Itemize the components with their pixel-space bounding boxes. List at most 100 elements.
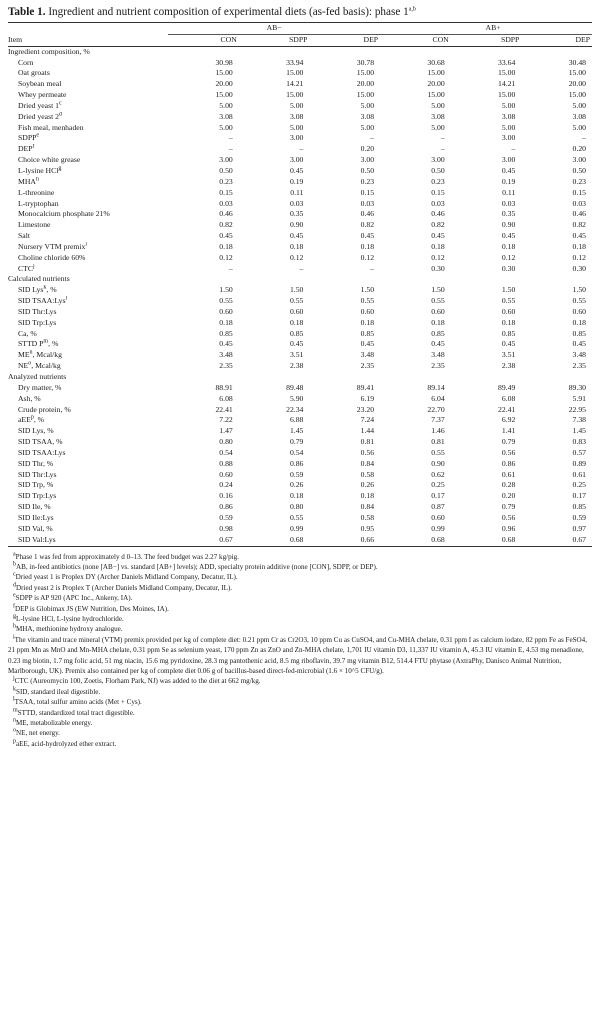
row-label: SID Lysk, %: [8, 285, 168, 296]
footnote-text: The vitamin and trace mineral (VTM) prem…: [8, 635, 587, 675]
row-label-text: Nursery VTM premix: [18, 241, 86, 251]
cell-value: 0.82: [360, 220, 375, 230]
row-label: Ca, %: [8, 329, 168, 340]
cell-value: 7.37: [431, 415, 445, 425]
cell-value: 0.81: [431, 437, 445, 447]
column-header: SDPP: [289, 34, 308, 44]
footnote-text: MHA, methionine hydroxy analogue.: [16, 625, 123, 634]
cell-value: –: [299, 144, 304, 154]
row-label: Salt: [8, 231, 168, 242]
table-row: L-threonine 0.15 0.11 0.15 0.15 0.11 0.15: [8, 188, 592, 199]
row-label-footnote-mark: i: [85, 241, 87, 248]
row-label: Oat groats: [8, 68, 168, 79]
cell-value: –: [228, 263, 233, 273]
row-label: Nursery VTM premixi: [8, 242, 168, 253]
row-label: SID Val:Lys: [8, 535, 168, 546]
cell-value: 1.46: [431, 426, 445, 436]
row-label-suffix: , %: [33, 415, 45, 425]
cell-value: 0.17: [572, 491, 586, 501]
footnote: hMHA, methionine hydroxy analogue.: [8, 624, 592, 634]
footnote-mark: j: [13, 676, 15, 683]
row-label: L-tryptophan: [8, 199, 168, 210]
cell-value: 1.44: [360, 426, 375, 436]
row-label-text: SID Val:Lys: [18, 534, 56, 544]
cell-value: 0.18: [219, 241, 233, 251]
cell-value: 0.60: [219, 469, 233, 479]
cell-value: 3.00: [572, 155, 586, 165]
cell-value: 33.64: [498, 57, 516, 67]
footnote-text: SDPP is AP 920 (APC Inc., Ankeny, IA).: [15, 594, 133, 603]
cell-value: 0.54: [289, 447, 304, 457]
footnote: iThe vitamin and trace mineral (VTM) pre…: [8, 634, 592, 677]
cell-value: 0.45: [431, 231, 445, 241]
row-label: MHAh: [8, 177, 168, 188]
row-label: SID Trp, %: [8, 480, 168, 491]
cell-value: –: [440, 144, 445, 154]
section-header-row: Analyzed nutrients: [8, 372, 592, 383]
row-label-text: L-lysine HCl: [18, 165, 59, 175]
cell-value: 15.00: [498, 90, 516, 100]
cell-value: 0.20: [572, 144, 586, 154]
table-row: SID Lys, % 1.47 1.45 1.44 1.46 1.41 1.45: [8, 426, 592, 437]
cell-value: 1.50: [431, 285, 445, 295]
cell-value: 0.97: [572, 523, 586, 533]
column-header: CON: [220, 34, 237, 44]
cell-value: 2.35: [431, 361, 445, 371]
cell-value: 0.86: [219, 502, 233, 512]
cell-value: 0.55: [501, 296, 516, 306]
table-row: Dried yeast 1c 5.00 5.00 5.00 5.00 5.00 5.00: [8, 101, 592, 112]
table-row: SID Val, % 0.98 0.99 0.95 0.99 0.96 0.97: [8, 524, 592, 535]
cell-value: 5.90: [289, 393, 304, 403]
cell-value: 1.50: [572, 285, 586, 295]
table-row: Corn 30.98 33.94 30.78 30.68 33.64 30.48: [8, 58, 592, 69]
cell-value: 3.51: [289, 350, 304, 360]
cell-value: 0.20: [360, 144, 375, 154]
cell-value: 0.59: [289, 469, 304, 479]
row-label: SID Thr, %: [8, 459, 168, 470]
cell-value: 0.79: [501, 502, 516, 512]
cell-value: 5.00: [289, 100, 304, 110]
cell-value: 0.46: [360, 209, 375, 219]
table-row: MEn, Mcal/kg 3.48 3.51 3.48 3.48 3.51 3.48: [8, 350, 592, 361]
row-label-text: NE: [18, 361, 29, 371]
cell-value: 14.21: [498, 79, 516, 89]
row-label-text: aEE: [18, 415, 31, 425]
cell-value: 0.12: [501, 252, 516, 262]
cell-value: 22.95: [568, 404, 586, 414]
cell-value: 89.49: [498, 382, 516, 392]
cell-value: 0.57: [572, 447, 586, 457]
cell-value: 0.25: [572, 480, 586, 490]
table-title: Ingredient and nutrient composition of e…: [48, 6, 409, 18]
row-label-text: Soybean meal: [18, 79, 62, 89]
cell-value: 6.04: [431, 393, 445, 403]
cell-value: 0.68: [501, 534, 516, 544]
table-row: Dried yeast 2d 3.08 3.08 3.08 3.08 3.08 3.08: [8, 112, 592, 123]
cell-value: 0.35: [289, 209, 304, 219]
cell-value: 6.19: [360, 393, 375, 403]
footnote: lTSAA, total sulfur amino acids (Met + C…: [8, 697, 592, 707]
cell-value: 0.79: [289, 437, 304, 447]
row-label: L-lysine HClg: [8, 166, 168, 177]
row-label: SID TSAA, %: [8, 437, 168, 448]
cell-value: 0.60: [431, 512, 445, 522]
row-label-footnote-mark: p: [30, 415, 34, 421]
cell-value: 0.30: [501, 263, 516, 273]
cell-value: –: [582, 133, 586, 143]
cell-value: 0.11: [502, 187, 516, 197]
row-label: SID Thr:Lys: [8, 307, 168, 318]
cell-value: 0.68: [431, 534, 445, 544]
cell-value: 5.00: [572, 100, 586, 110]
footnote-text: aEE, acid-hydrolyzed ether extract.: [16, 739, 117, 748]
cell-value: 0.85: [572, 502, 586, 512]
cell-value: 22.41: [215, 404, 233, 414]
table-row: SID Lysk, % 1.50 1.50 1.50 1.50 1.50 1.50: [8, 285, 592, 296]
row-label-text: L-threonine: [18, 187, 55, 197]
table-row: SID Thr:Lys 0.60 0.60 0.60 0.60 0.60 0.60: [8, 307, 592, 318]
cell-value: 20.00: [568, 79, 586, 89]
table-title-marks: a,b: [408, 6, 416, 13]
cell-value: 0.26: [360, 480, 375, 490]
cell-value: 0.83: [572, 437, 586, 447]
row-label-text: SID Lys: [18, 285, 44, 295]
cell-value: 0.79: [501, 437, 516, 447]
cell-value: 0.59: [219, 512, 233, 522]
